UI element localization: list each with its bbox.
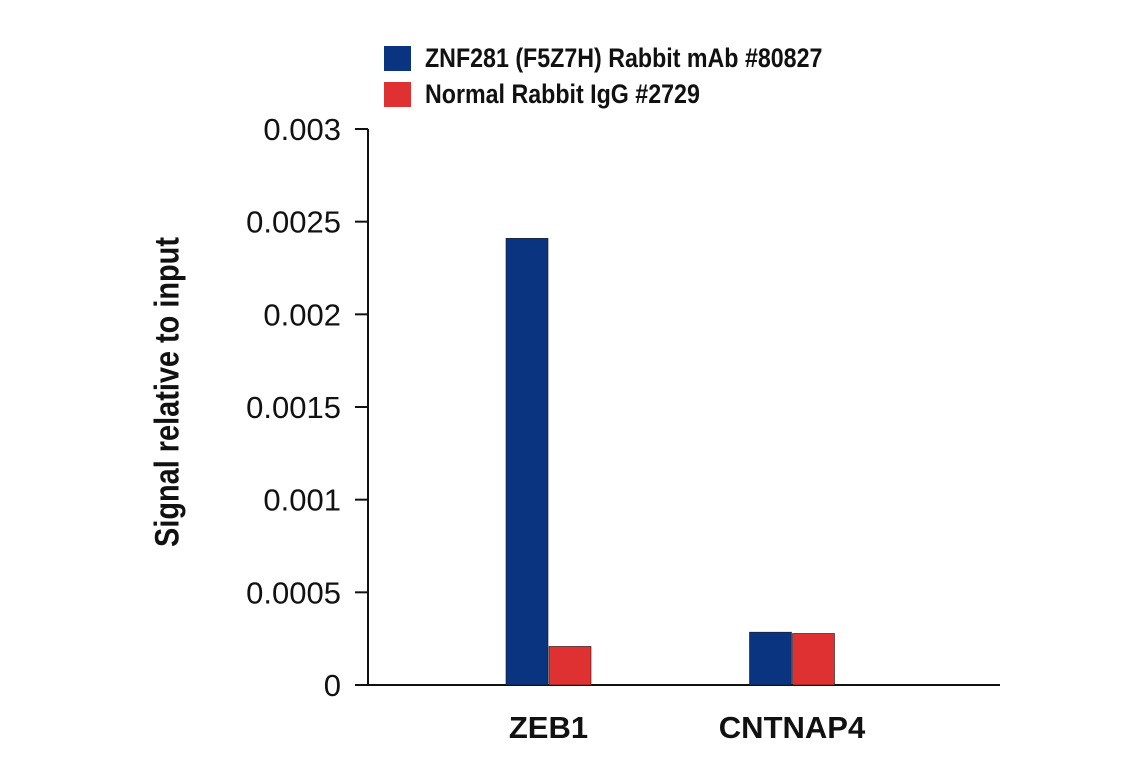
- y-tick-label: 0.002: [263, 297, 341, 332]
- legend-item-series-1: ZNF281 (F5Z7H) Rabbit mAb #80827: [384, 40, 887, 76]
- axes: [355, 128, 1000, 686]
- tick-labels: 0 0.0005 0.001 0.0015 0.002 0.0025 0.003 ZEB1 CN…: [246, 112, 866, 745]
- legend-swatch-series-1: [384, 45, 411, 71]
- y-tick-label: 0: [324, 668, 341, 703]
- x-tick-label: CNTNAP4: [719, 710, 866, 745]
- bars: [505, 238, 835, 686]
- y-axis-title-text: Signal relative to input: [148, 237, 187, 547]
- y-tick-label: 0.001: [263, 483, 341, 518]
- legend-swatch-series-2: [384, 81, 411, 107]
- bar-cntnap4-series-2: [792, 633, 835, 686]
- x-tick-label: ZEB1: [509, 710, 588, 745]
- y-tick-label: 0.0025: [246, 205, 341, 240]
- bar-zeb1-series-2: [548, 646, 592, 686]
- y-tick-label: 0.0015: [246, 390, 341, 425]
- legend-label-series-1: ZNF281 (F5Z7H) Rabbit mAb #80827: [425, 42, 823, 73]
- y-axis-title: Signal relative to input: [149, 210, 188, 575]
- bar-cntnap4-series-1: [749, 631, 792, 686]
- y-tick-label: 0.003: [263, 112, 341, 147]
- legend-label-series-2: Normal Rabbit IgG #2729: [425, 78, 700, 109]
- y-tick-label: 0.0005: [246, 575, 341, 610]
- bar-zeb1-series-1: [505, 238, 549, 686]
- legend: ZNF281 (F5Z7H) Rabbit mAb #80827 Normal …: [384, 40, 887, 112]
- legend-item-series-2: Normal Rabbit IgG #2729: [384, 76, 887, 112]
